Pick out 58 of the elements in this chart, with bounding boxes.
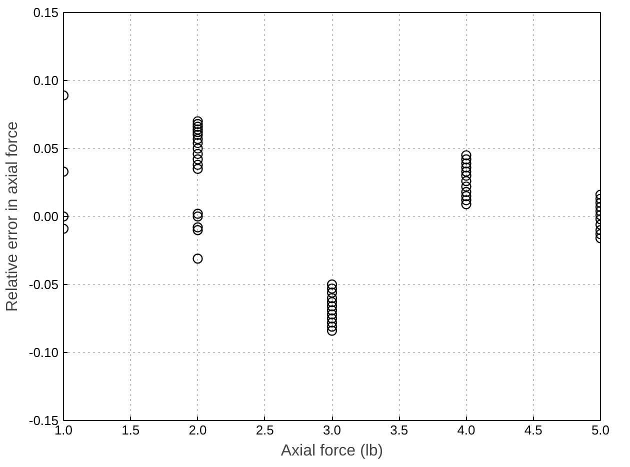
point <box>461 170 472 181</box>
point <box>192 148 203 160</box>
point <box>461 176 472 186</box>
point <box>326 317 338 328</box>
y-axis-title: Relative error in axial force <box>4 121 21 312</box>
point <box>326 283 338 294</box>
point <box>461 191 472 202</box>
point <box>461 186 472 198</box>
x-axis-title: Axial force (lb) <box>280 442 384 460</box>
point <box>326 293 338 304</box>
point <box>326 288 338 298</box>
x-tick-label: 1.5 <box>122 422 140 438</box>
point <box>326 313 338 324</box>
point <box>192 154 203 164</box>
point <box>461 181 472 192</box>
x-tick-label: 4.0 <box>457 422 476 438</box>
y-tick-label: -0.10 <box>28 345 59 360</box>
point <box>192 208 203 219</box>
point <box>192 225 203 236</box>
y-tick-label: -0.05 <box>28 277 59 292</box>
point <box>192 116 203 126</box>
point <box>461 162 472 173</box>
x-tick-label: 2.0 <box>188 422 207 438</box>
point <box>326 279 338 290</box>
point <box>192 122 203 132</box>
y-tick-label: 0.15 <box>33 5 59 20</box>
point <box>192 211 203 222</box>
point <box>461 195 472 206</box>
point <box>192 127 203 138</box>
point <box>192 130 203 140</box>
point <box>192 160 203 170</box>
y-tick-label: 0.10 <box>33 73 59 88</box>
y-tick-label: 0.05 <box>33 141 59 156</box>
point <box>461 199 472 210</box>
x-tick-label: 3.5 <box>390 422 408 438</box>
point <box>326 309 338 320</box>
point <box>192 143 203 154</box>
x-tick-label: 3.0 <box>322 422 342 438</box>
y-tick-label: 0.00 <box>33 209 59 224</box>
point <box>192 138 203 148</box>
x-tick-label: 5.0 <box>591 422 610 438</box>
point <box>192 134 203 144</box>
point <box>326 326 338 336</box>
point <box>326 305 338 316</box>
point <box>192 254 203 264</box>
point <box>461 154 472 164</box>
point <box>461 166 472 177</box>
x-tick-label: 4.5 <box>524 422 542 438</box>
point <box>461 158 472 169</box>
x-tick-label: 2.5 <box>256 422 274 438</box>
point <box>192 222 203 232</box>
point <box>326 322 338 332</box>
point <box>326 301 338 312</box>
point <box>461 150 472 160</box>
point <box>326 297 338 308</box>
point <box>192 124 203 135</box>
point <box>192 118 203 130</box>
point <box>192 164 203 174</box>
